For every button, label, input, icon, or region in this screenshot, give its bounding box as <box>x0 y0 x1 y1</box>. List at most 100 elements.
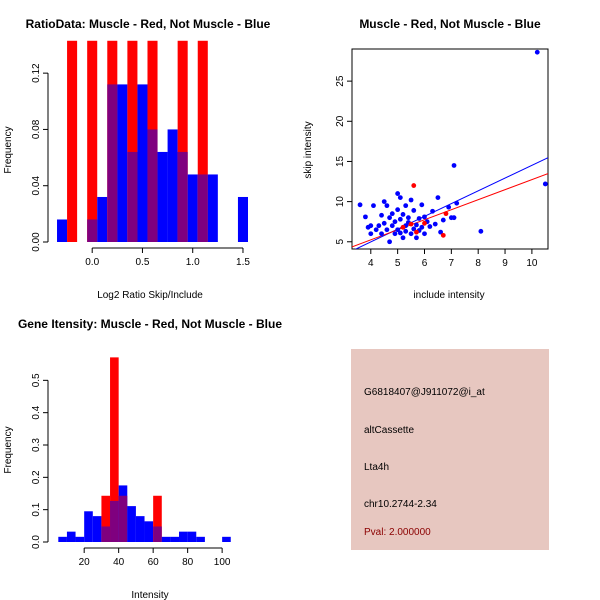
scatter-point-not-muscle <box>403 228 409 234</box>
scatter-point-not-muscle <box>451 215 457 221</box>
scatter-point-not-muscle <box>373 227 379 233</box>
intensity-bar-not-muscle <box>75 536 85 542</box>
ratio-y-tick-label: 0.08 <box>31 119 42 139</box>
scatter-x-tick-label: 7 <box>449 258 455 269</box>
scatter-point-not-muscle <box>419 224 425 230</box>
intensity-x-tick-label: 60 <box>148 557 160 568</box>
scatter-x-tick-label: 8 <box>475 258 481 269</box>
probe-id-text: G6818407@J911072@i_at <box>364 387 485 398</box>
scatter-x-tick-label: 5 <box>395 258 401 269</box>
intensity-x-tick-label: 80 <box>182 557 194 568</box>
scatter-y-tick-label: 10 <box>335 196 346 208</box>
intensity-histogram-panel: Gene Itensity: Muscle - Red, Not Muscle … <box>3 317 282 600</box>
scatter-point-not-muscle <box>395 207 401 213</box>
ratio-bar-overlap <box>147 129 158 242</box>
intensity-bar-not-muscle <box>92 516 102 542</box>
intensity-y-tick-label: 0.0 <box>31 535 42 549</box>
ratio-bar-not-muscle <box>57 219 68 242</box>
info-panel: G6818407@J911072@i_at altCassette Lta4h … <box>351 349 549 550</box>
scatter-point-not-muscle <box>446 204 452 210</box>
scatter-point-muscle <box>440 232 446 238</box>
scatter-point-not-muscle <box>392 219 398 225</box>
scatter-axes: 4 5 6 7 8 9 10 5 10 15 20 25 <box>335 75 538 269</box>
scatter-plot-box <box>351 48 549 250</box>
scatter-point-not-muscle <box>389 223 395 229</box>
intensity-bars <box>58 357 231 542</box>
ratio-bar-muscle <box>127 40 138 243</box>
scatter-y-tick-label: 15 <box>335 155 346 167</box>
intensity-y-tick-label: 0.4 <box>31 405 42 419</box>
intensity-bar-not-muscle <box>222 536 231 542</box>
intensity-y-tick-label: 0.1 <box>31 502 42 516</box>
scatter-point-not-muscle <box>395 227 401 233</box>
scatter-point-not-muscle <box>397 216 403 222</box>
scatter-point-not-muscle <box>419 202 425 208</box>
scatter-point-not-muscle <box>400 235 406 241</box>
ratio-bar-muscle <box>177 40 188 243</box>
intensity-axes: 20 40 60 80 100 0.0 0.1 0.2 0.3 0.4 0.5 <box>31 373 231 568</box>
scatter-point-muscle <box>408 221 414 227</box>
scatter-point-not-muscle <box>389 211 395 217</box>
ratio-bar-not-muscle <box>207 174 218 242</box>
location-text: chr10.2744-2.34 <box>364 499 437 510</box>
ratio-bar-not-muscle <box>97 196 108 242</box>
ratio-bar-overlap <box>177 151 188 242</box>
intensity-bar-not-muscle <box>196 536 205 542</box>
scatter-point-not-muscle <box>363 214 368 220</box>
scatter-point-not-muscle <box>405 215 411 221</box>
scatter-point-not-muscle <box>432 221 438 227</box>
ratio-bar-overlap <box>87 219 98 242</box>
scatter-point-not-muscle <box>395 191 401 196</box>
scatter-point-muscle <box>443 211 449 217</box>
scatter-point-not-muscle <box>368 223 374 229</box>
ratio-axes: 0.0 0.5 1.0 1.5 0.00 0.04 0.08 0.12 <box>31 63 250 268</box>
ratio-y-tick-label: 0.12 <box>31 63 42 83</box>
scatter-point-not-muscle <box>387 215 392 221</box>
intensity-bar-not-muscle <box>161 536 171 542</box>
scatter-x-tick-label: 10 <box>526 258 538 269</box>
ratio-x-tick-label: 1.5 <box>236 257 250 268</box>
ratio-bar-not-muscle <box>237 196 248 242</box>
intensity-bar-overlap <box>110 500 119 542</box>
intensity-bar-overlap <box>153 526 162 542</box>
scatter-point-not-muscle <box>384 227 390 233</box>
scatter-x-tick-label: 9 <box>502 258 508 269</box>
ratio-bar-not-muscle <box>137 84 148 243</box>
scatter-point-not-muscle <box>411 226 417 232</box>
intensity-chart-title: Gene Itensity: Muscle - Red, Not Muscle … <box>18 317 282 331</box>
scatter-point-not-muscle <box>381 220 387 226</box>
intensity-x-axis-label: Intensity <box>131 590 168 600</box>
scatter-point-not-muscle <box>387 239 392 245</box>
intensity-bar-not-muscle <box>135 516 145 542</box>
scatter-x-axis-label: include intensity <box>413 290 484 301</box>
scatter-point-not-muscle <box>430 208 435 214</box>
scatter-clip <box>352 157 548 249</box>
scatter-point-not-muscle <box>376 223 382 229</box>
scatter-point-not-muscle <box>400 212 406 217</box>
intensity-bar-overlap <box>118 495 128 542</box>
scatter-point-not-muscle <box>408 197 414 203</box>
fit-line-not-muscle <box>354 157 548 249</box>
ratio-x-tick-label: 1.0 <box>186 257 200 268</box>
scatter-points <box>357 49 548 245</box>
scatter-point-not-muscle <box>416 216 422 221</box>
ratio-bar-overlap <box>107 84 118 243</box>
gene-name-text: Lta4h <box>364 462 389 473</box>
scatter-point-not-muscle <box>408 231 414 237</box>
ratio-bar-muscle <box>197 40 208 243</box>
fit-line-muscle <box>352 173 548 248</box>
pval-text: Pval: 2.000000 <box>364 527 431 538</box>
scatter-point-not-muscle <box>435 195 441 200</box>
ratio-y-tick-label: 0.00 <box>31 232 42 252</box>
scatter-point-not-muscle <box>422 214 427 220</box>
intensity-bar-muscle <box>153 495 162 542</box>
scatter-point-not-muscle <box>397 230 403 236</box>
scatter-point-not-muscle <box>414 222 419 228</box>
scatter-point-not-muscle <box>534 49 540 55</box>
scatter-point-not-muscle <box>454 200 460 206</box>
ratio-x-tick-label: 0.5 <box>136 257 150 268</box>
info-background <box>351 349 549 550</box>
scatter-y-tick-label: 5 <box>335 239 346 245</box>
intensity-y-tick-label: 0.2 <box>31 470 42 484</box>
